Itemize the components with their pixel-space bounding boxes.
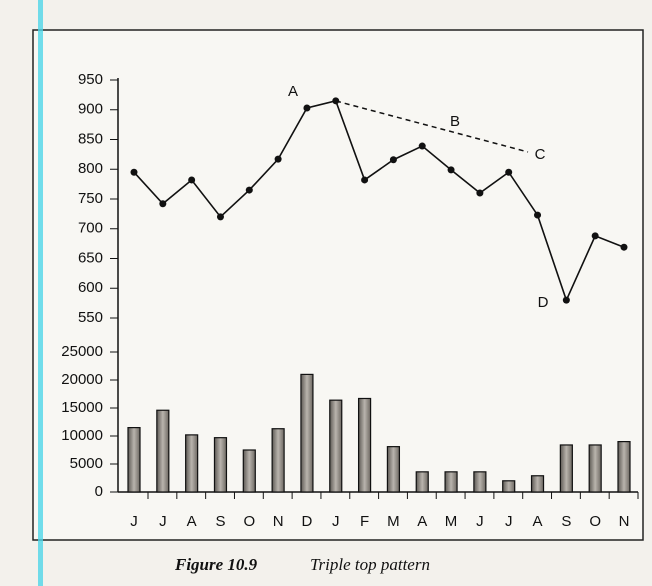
annotation: B <box>450 113 460 130</box>
x-tick-label: J <box>476 513 484 530</box>
x-tick-label: F <box>360 513 369 530</box>
x-tick-label: S <box>215 513 225 530</box>
volume-bar <box>502 480 516 493</box>
price-point <box>332 97 340 105</box>
price-point <box>447 166 455 174</box>
volume-bar <box>329 399 343 493</box>
volume-bar <box>415 471 429 493</box>
annotation: D <box>538 294 549 311</box>
volume-bar <box>588 444 602 493</box>
annotation: C <box>535 146 546 163</box>
volume-bar <box>473 471 487 493</box>
y-tick-label: 10000 <box>61 427 103 444</box>
price-point <box>274 155 282 163</box>
price-point <box>591 232 599 240</box>
figure-caption: Triple top pattern <box>310 555 430 574</box>
y-tick-label: 600 <box>78 279 103 296</box>
price-point <box>216 213 224 221</box>
y-tick-label: 900 <box>78 101 103 118</box>
volume-bar <box>127 427 141 493</box>
figure-label: Figure 10.9 <box>174 555 258 574</box>
volume-bar <box>357 397 372 493</box>
price-point <box>130 168 138 176</box>
y-tick-label: 5000 <box>70 455 103 472</box>
y-tick-label: 550 <box>78 309 103 326</box>
price-point <box>418 142 426 150</box>
x-tick-label: M <box>445 513 458 530</box>
volume-bar <box>242 449 256 493</box>
price-point <box>159 200 167 208</box>
y-tick-label: 25000 <box>61 343 103 360</box>
volume-bar <box>444 471 458 493</box>
price-point <box>620 243 628 251</box>
volume-bar <box>213 437 228 493</box>
y-tick-label: 750 <box>78 190 103 207</box>
x-tick-label: N <box>619 513 630 530</box>
volume-bar <box>185 434 199 493</box>
y-tick-label: 950 <box>78 71 103 88</box>
price-point <box>303 104 311 112</box>
volume-bar <box>156 409 170 493</box>
price-point <box>562 296 570 304</box>
volume-bar <box>386 446 401 493</box>
price-line <box>133 99 625 303</box>
price-point <box>505 168 513 176</box>
y-tick-label: 650 <box>78 249 103 266</box>
volume-bar <box>271 428 285 493</box>
volume-bar <box>530 475 545 493</box>
trend-line <box>335 100 529 153</box>
x-tick-label: M <box>387 513 400 530</box>
y-tick-label: 700 <box>78 220 103 237</box>
x-tick-label: N <box>273 513 284 530</box>
x-tick-label: A <box>533 513 543 530</box>
price-point <box>476 189 484 197</box>
x-tick-label: S <box>561 513 571 530</box>
y-tick-label: 15000 <box>61 399 103 416</box>
x-tick-label: D <box>302 513 313 530</box>
price-point <box>389 156 397 164</box>
y-tick-label: 20000 <box>61 371 103 388</box>
y-tick-label: 800 <box>78 160 103 177</box>
price-point <box>361 176 369 184</box>
x-tick-label: A <box>187 513 197 530</box>
x-tick-label: J <box>130 513 138 530</box>
x-tick-label: J <box>505 513 513 530</box>
x-tick-label: J <box>332 513 340 530</box>
x-tick-label: J <box>159 513 167 530</box>
volume-bar <box>300 373 314 493</box>
x-tick-label: A <box>417 513 427 530</box>
y-tick-label: 850 <box>78 130 103 147</box>
volume-bar <box>559 444 573 493</box>
volume-bar <box>617 441 631 493</box>
x-tick-label: O <box>589 513 601 530</box>
y-tick-label: 0 <box>95 483 103 500</box>
price-point <box>534 211 542 219</box>
price-point <box>245 186 253 194</box>
x-tick-label: O <box>243 513 255 530</box>
annotation: A <box>288 83 298 100</box>
price-point <box>188 176 196 184</box>
scan-artifact <box>38 0 43 586</box>
